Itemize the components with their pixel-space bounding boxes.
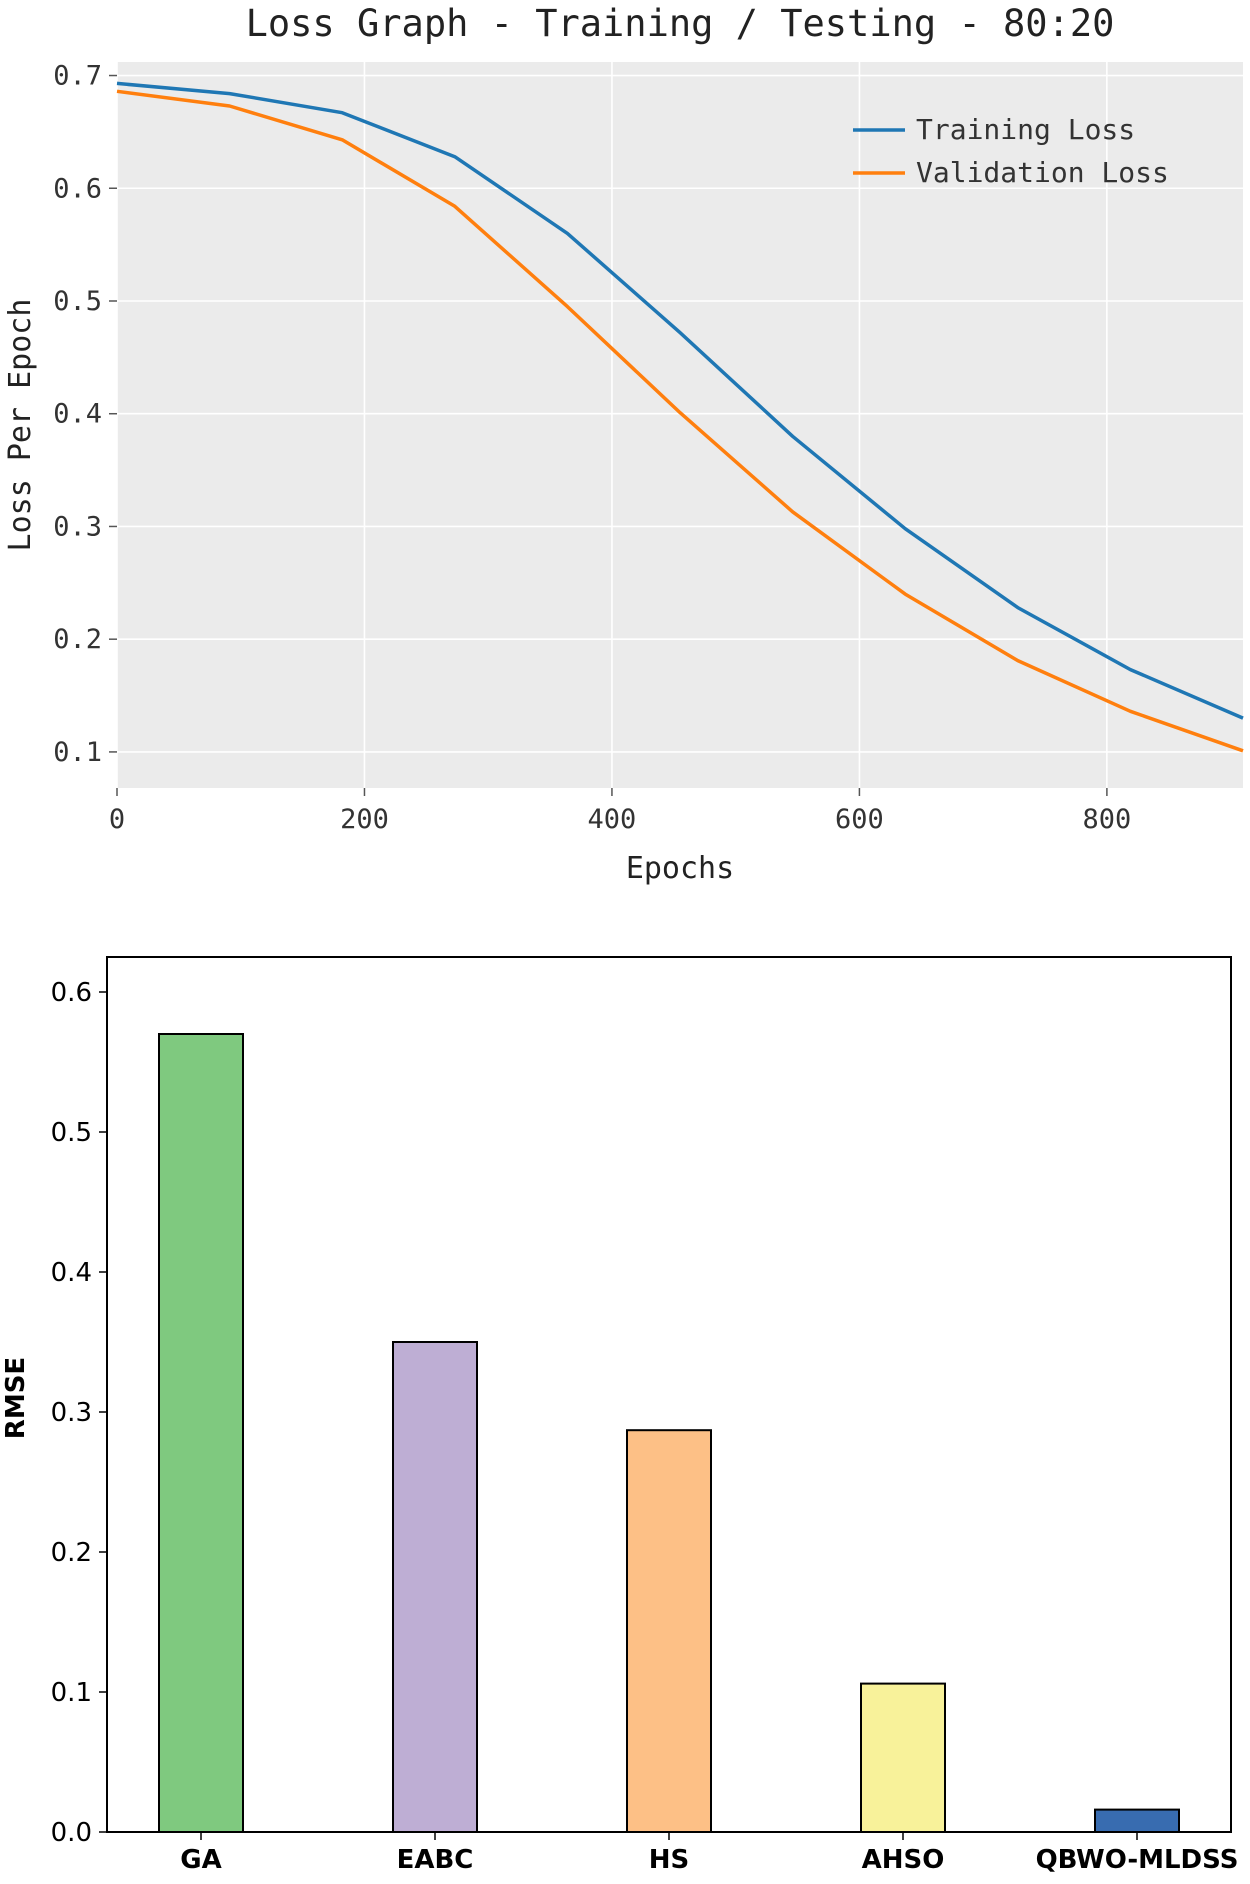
bars <box>158 1033 1180 1833</box>
y-tick-label-6: 0.6 <box>51 978 92 1008</box>
plot-area-background <box>117 62 1243 788</box>
y-axis-ticks: 0.0 0.1 0.2 0.3 0.4 0.5 0.6 <box>51 978 107 1848</box>
y-tick-label-0: 0.0 <box>51 1818 92 1848</box>
x-tick-label-ahso: AHSO <box>862 1845 945 1875</box>
bar-hs <box>626 1429 712 1833</box>
x-tick-label-1: 200 <box>340 804 389 835</box>
x-tick-label-3: 600 <box>835 804 884 835</box>
y-axis-label: Loss Per Epoch <box>3 299 38 552</box>
loss-line-chart: 0 200 400 600 800 0.1 0.2 0.3 0.4 0.5 0.6 0.7 Loss… <box>3 2 1244 886</box>
y-tick-label-6: 0.7 <box>53 61 102 92</box>
y-tick-label-2: 0.2 <box>51 1538 92 1568</box>
x-tick-label-qbwo-mldss: QBWO-MLDSS <box>1036 1845 1239 1875</box>
x-tick-label-0: 0 <box>109 804 125 835</box>
series-lines <box>116 81 1244 753</box>
series-line-validation-loss <box>116 89 1244 753</box>
y-tick-label-4: 0.4 <box>51 1258 92 1288</box>
legend-label-training: Training Loss <box>916 113 1135 146</box>
series-line-training-loss <box>116 81 1244 720</box>
x-axis-ticks: 0 200 400 600 800 <box>109 788 1131 835</box>
x-axis-ticks: GA EABC HS AHSO QBWO-MLDSS <box>180 1832 1238 1875</box>
x-tick-label-eabc: EABC <box>397 1845 474 1875</box>
x-tick-label-2: 400 <box>588 804 637 835</box>
legend-label-validation: Validation Loss <box>916 156 1169 189</box>
bar-qbwo-mldss <box>1094 1808 1180 1833</box>
y-tick-label-3: 0.4 <box>53 399 102 430</box>
y-tick-label-0: 0.1 <box>53 737 102 768</box>
x-axis-label: Epochs <box>626 851 734 886</box>
y-tick-label-5: 0.5 <box>51 1118 92 1148</box>
y-axis-label: RMSE <box>1 1357 31 1439</box>
x-tick-label-ga: GA <box>180 1845 221 1875</box>
y-tick-label-5: 0.6 <box>53 173 102 204</box>
y-tick-label-1: 0.2 <box>53 624 102 655</box>
y-tick-label-1: 0.1 <box>51 1678 92 1708</box>
y-tick-label-4: 0.5 <box>53 286 102 317</box>
legend: Training Loss Validation Loss <box>853 113 1169 189</box>
grid-lines <box>116 62 1243 788</box>
x-tick-label-hs: HS <box>649 1845 690 1875</box>
bar-eabc <box>392 1341 478 1833</box>
bar-ga <box>158 1033 244 1833</box>
chart-title: Loss Graph - Training / Testing - 80:20 <box>246 2 1115 45</box>
x-tick-label-4: 800 <box>1082 804 1131 835</box>
y-axis-ticks: 0.1 0.2 0.3 0.4 0.5 0.6 0.7 <box>53 61 117 768</box>
bar-ahso <box>860 1682 946 1833</box>
y-tick-label-2: 0.3 <box>53 511 102 542</box>
rmse-bar-chart: 0.0 0.1 0.2 0.3 0.4 0.5 0.6 GA EABC HS AHSO QBWO-M… <box>1 956 1238 1875</box>
y-tick-label-3: 0.3 <box>51 1398 92 1428</box>
